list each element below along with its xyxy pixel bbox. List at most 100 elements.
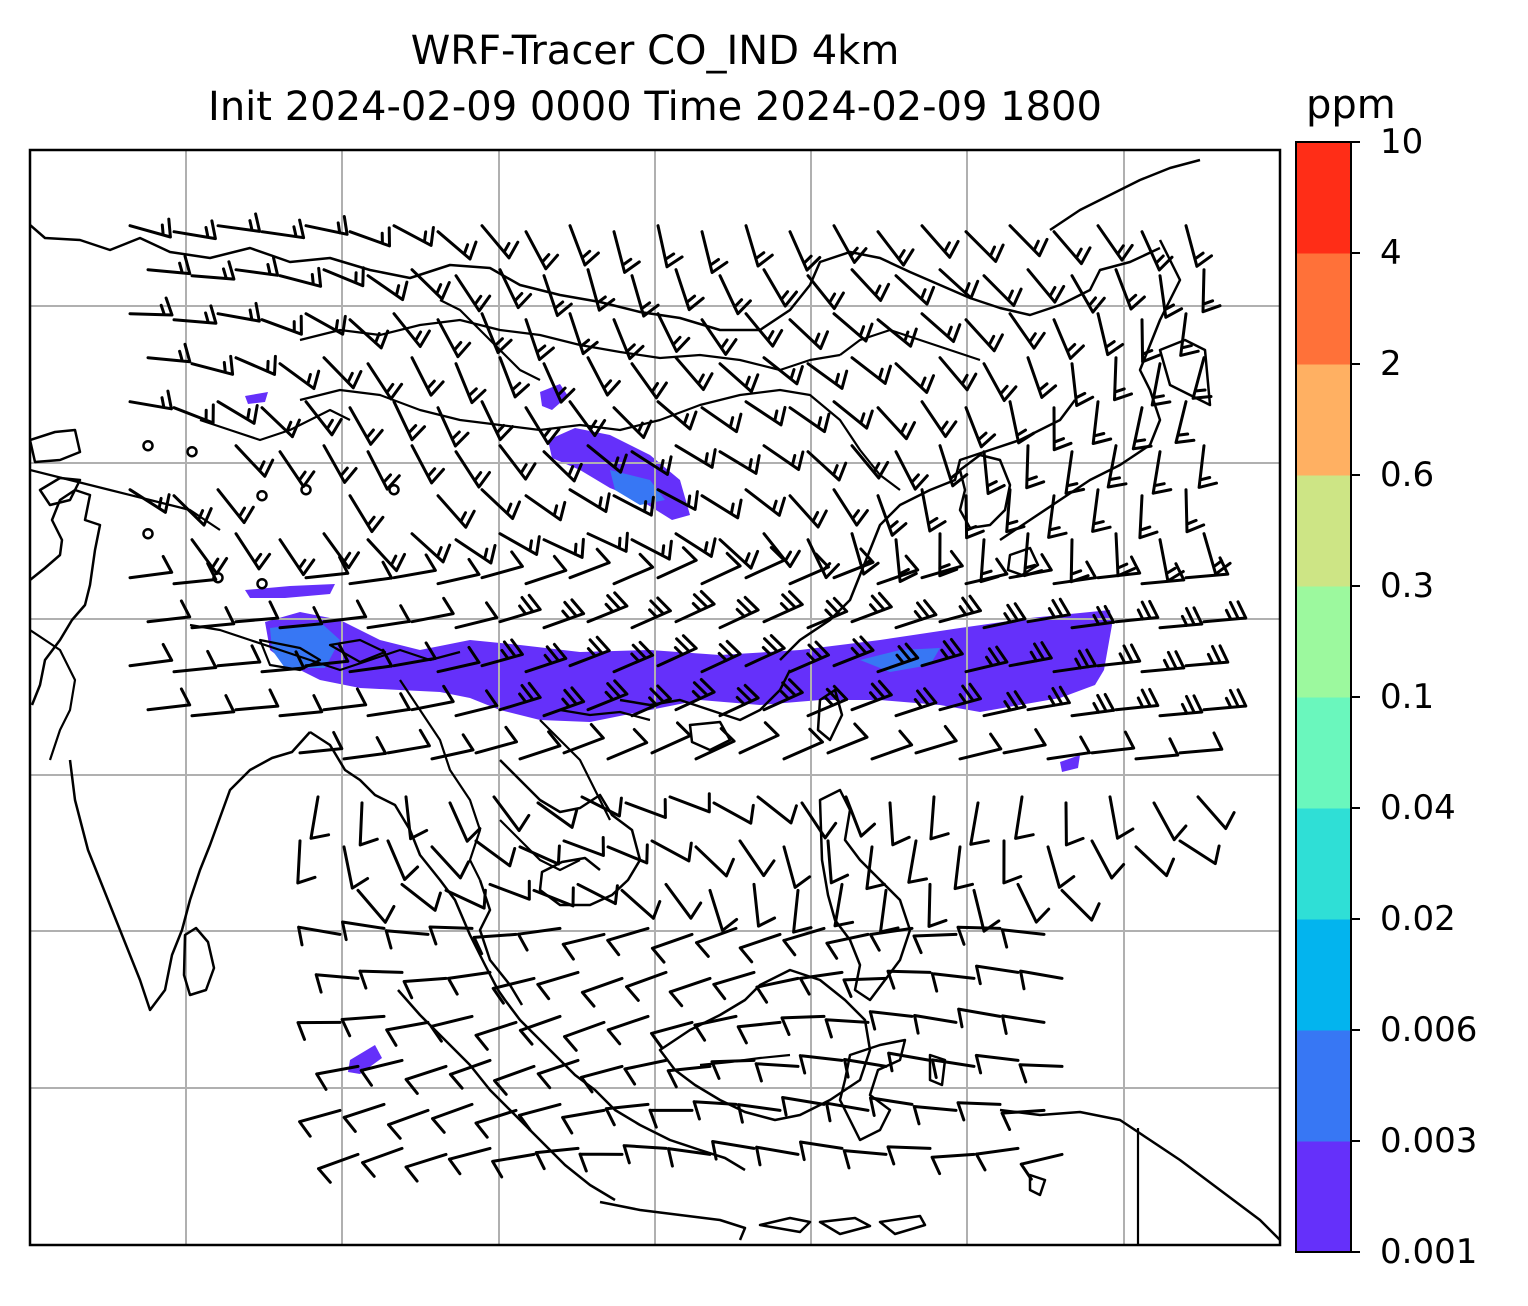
wind-barb bbox=[386, 839, 420, 881]
wind-barb bbox=[348, 406, 384, 446]
coastline-lesser-sunda-3 bbox=[878, 1214, 927, 1236]
wind-barb bbox=[612, 552, 655, 586]
wind-barb bbox=[1151, 450, 1173, 495]
coastline-borneo bbox=[658, 968, 872, 1122]
wind-barb bbox=[342, 736, 388, 761]
border-pakistan-india bbox=[30, 629, 77, 761]
wind-barb bbox=[1140, 230, 1174, 272]
wind-barb bbox=[493, 1064, 536, 1096]
wind-barb bbox=[542, 362, 576, 404]
wind-barb bbox=[956, 925, 1002, 946]
wind-barb bbox=[674, 678, 716, 712]
wind-barb bbox=[561, 932, 606, 961]
wind-barb bbox=[322, 356, 363, 390]
wind-barb bbox=[586, 268, 616, 312]
wind-barb bbox=[788, 552, 830, 586]
wind-barb bbox=[914, 725, 958, 755]
wind-barb bbox=[278, 362, 321, 391]
wind-barb bbox=[1025, 444, 1046, 490]
border-thailand-cambodia bbox=[499, 819, 581, 872]
wind-barb bbox=[448, 801, 482, 843]
wind-barb bbox=[782, 845, 812, 889]
wind-barb bbox=[429, 1014, 474, 1043]
wind-barb bbox=[694, 727, 736, 761]
wind-barb bbox=[341, 920, 386, 942]
wind-barb bbox=[480, 488, 521, 520]
plume-east-speck bbox=[1060, 755, 1080, 772]
wind-barb bbox=[1140, 318, 1161, 364]
wind-barb bbox=[190, 606, 236, 630]
wind-barb bbox=[666, 1147, 712, 1168]
wind-barb bbox=[1096, 312, 1125, 357]
wind-barb bbox=[1202, 688, 1248, 712]
wind-barb bbox=[216, 488, 255, 525]
wind-barb bbox=[738, 721, 780, 755]
wind-barb bbox=[832, 635, 875, 668]
wind-barb bbox=[868, 1010, 914, 1031]
wind-barb bbox=[322, 599, 368, 624]
wind-barb bbox=[744, 546, 786, 580]
wind-barb bbox=[972, 888, 1001, 933]
coastline-lesser-sunda-1 bbox=[758, 1216, 812, 1234]
wind-barb bbox=[850, 444, 890, 480]
wind-barb bbox=[356, 888, 396, 924]
wind-barb bbox=[876, 406, 916, 441]
wind-barb bbox=[542, 274, 573, 317]
map-frame bbox=[28, 148, 1282, 1247]
wind-barb bbox=[568, 488, 611, 513]
wind-barb bbox=[234, 444, 275, 478]
wind-barb bbox=[974, 1146, 1020, 1172]
wind-barb bbox=[260, 218, 306, 240]
plume-nw-speck bbox=[245, 392, 268, 404]
wind-barb bbox=[894, 274, 936, 306]
wind-barb bbox=[402, 976, 448, 1000]
wind-barb bbox=[498, 268, 533, 310]
coastline-sri-lanka bbox=[182, 926, 216, 997]
wind-barb bbox=[172, 403, 215, 425]
wind-barb bbox=[234, 256, 280, 277]
wind-barb bbox=[832, 312, 874, 343]
wind-barb bbox=[964, 557, 1009, 586]
wind-barb bbox=[622, 1144, 668, 1165]
wind-barb bbox=[524, 406, 561, 445]
wind-barb bbox=[606, 843, 649, 865]
wind-barb bbox=[1052, 560, 1098, 586]
wind-barb bbox=[606, 926, 650, 957]
wind-barb bbox=[480, 224, 520, 260]
wind-barb bbox=[128, 389, 173, 411]
wind-barb bbox=[982, 602, 1027, 630]
wind-barb bbox=[1052, 406, 1073, 452]
wind-barb bbox=[474, 839, 517, 868]
wind-barb bbox=[562, 836, 605, 857]
wind-barb bbox=[1064, 450, 1086, 495]
wind-barb bbox=[1140, 650, 1186, 674]
wind-barb bbox=[366, 604, 411, 630]
wind-barb bbox=[366, 692, 411, 718]
wind-barb bbox=[648, 1108, 694, 1129]
wind-barb bbox=[650, 932, 694, 964]
wind-barb bbox=[781, 1096, 826, 1117]
wind-barb bbox=[1196, 795, 1236, 830]
wind-barb bbox=[938, 444, 969, 488]
wind-barb bbox=[444, 888, 487, 910]
wind-barb bbox=[975, 964, 1020, 986]
wind-barb bbox=[491, 976, 536, 1005]
wind-barb bbox=[931, 1058, 976, 1079]
wind-barb bbox=[1002, 728, 1047, 755]
wind-barb bbox=[190, 538, 229, 576]
wind-barb bbox=[762, 532, 801, 569]
colorbar-segment bbox=[1296, 697, 1351, 809]
wind-barb bbox=[586, 531, 629, 553]
wind-barb bbox=[800, 801, 838, 840]
wind-barb bbox=[400, 882, 442, 912]
wind-barb bbox=[410, 356, 445, 397]
wind-barb bbox=[755, 1145, 800, 1167]
wind-barb bbox=[938, 682, 982, 712]
wind-barb bbox=[982, 690, 1027, 718]
wind-barb bbox=[620, 888, 662, 920]
wind-barb bbox=[430, 733, 475, 761]
wind-barb bbox=[894, 450, 929, 491]
wind-barb bbox=[964, 318, 1004, 353]
wind-barb bbox=[806, 596, 849, 630]
colorbar-segment bbox=[1296, 364, 1351, 476]
